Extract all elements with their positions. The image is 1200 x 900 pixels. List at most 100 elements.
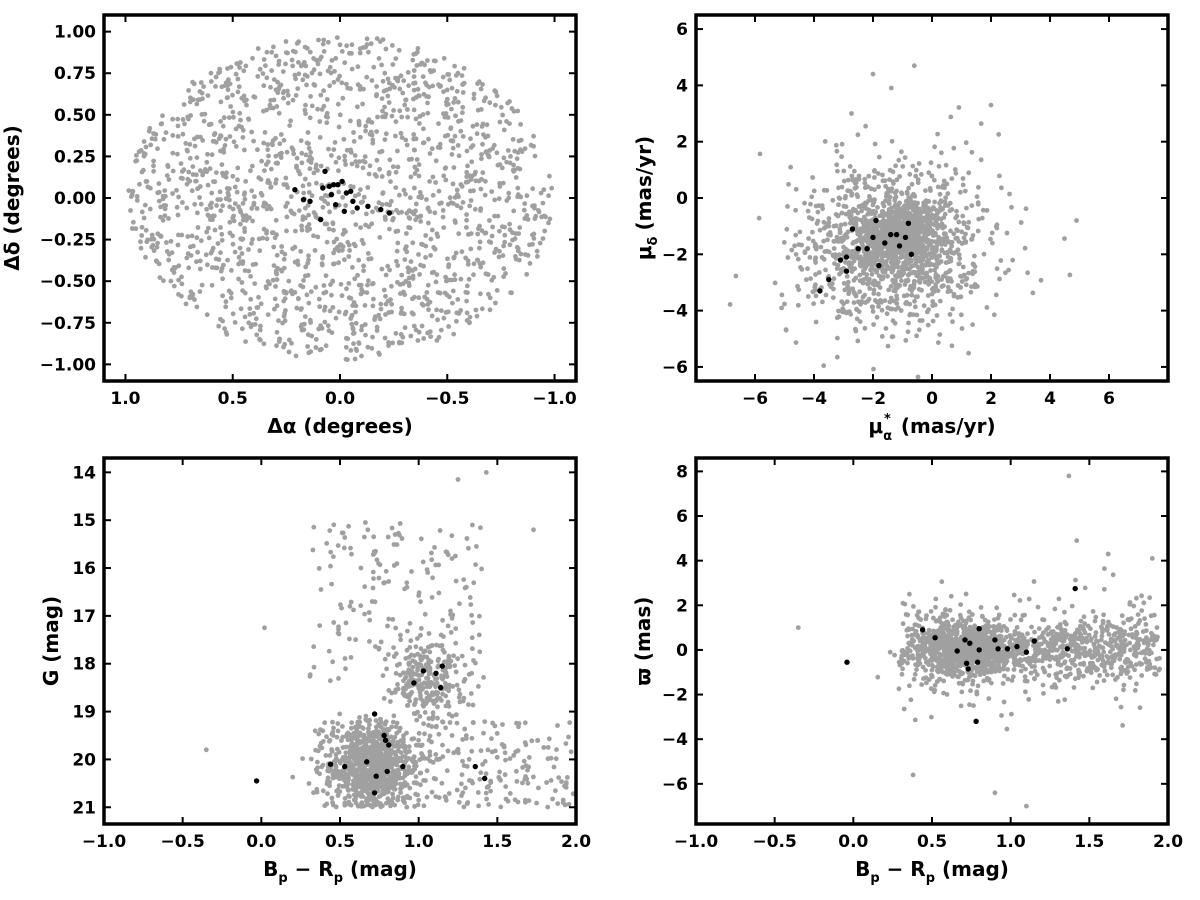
field-star-point	[531, 143, 536, 149]
field-star-point	[425, 282, 431, 288]
field-star-point	[915, 209, 921, 214]
field-star-point	[151, 163, 156, 169]
field-star-point	[853, 328, 859, 334]
field-star-point	[187, 295, 193, 301]
field-star-point	[385, 298, 391, 304]
field-star-point	[918, 238, 924, 244]
member-star-point	[855, 246, 861, 252]
field-star-point	[437, 145, 443, 151]
field-star-point	[929, 279, 935, 284]
field-star-point	[817, 227, 823, 233]
field-star-point	[375, 755, 381, 761]
field-star-point	[425, 58, 430, 63]
member-star-point	[378, 206, 384, 213]
y-tick-label: −4	[662, 302, 688, 322]
field-star-point	[437, 141, 443, 147]
field-star-point	[896, 283, 902, 288]
field-star-point	[1010, 257, 1016, 263]
field-star-point	[225, 87, 231, 93]
field-star-point	[143, 254, 148, 260]
field-star-point	[889, 138, 895, 144]
field-star-point	[451, 331, 457, 337]
field-star-point	[357, 159, 362, 165]
field-star-point	[852, 180, 858, 186]
field-star-point	[225, 82, 231, 88]
field-star-point	[312, 728, 318, 734]
field-star-point	[934, 208, 940, 214]
field-star-point	[454, 187, 460, 193]
field-star-point	[942, 224, 947, 230]
field-star-point	[793, 186, 799, 192]
field-star-point	[553, 756, 559, 762]
field-star-point	[916, 161, 922, 166]
field-star-point	[413, 760, 419, 765]
field-star-point	[805, 246, 811, 251]
field-star-point	[813, 246, 819, 252]
field-star-point	[363, 332, 368, 338]
y-tick-label: 6	[676, 20, 688, 40]
field-star-point	[553, 788, 558, 794]
sky-field-stars	[126, 35, 555, 362]
x-tick-label: 0.5	[218, 389, 248, 409]
field-star-point	[880, 178, 886, 184]
field-star-point	[457, 601, 462, 607]
field-star-point	[492, 88, 498, 94]
field-star-point	[469, 635, 475, 641]
field-star-point	[511, 162, 516, 168]
field-star-point	[276, 62, 282, 67]
field-star-point	[470, 123, 476, 129]
field-star-point	[390, 62, 396, 67]
field-star-point	[494, 93, 500, 99]
field-star-point	[370, 140, 376, 146]
field-star-point	[381, 580, 387, 586]
field-star-point	[316, 37, 321, 43]
field-star-point	[242, 268, 248, 273]
field-star-point	[377, 39, 383, 44]
field-star-point	[464, 169, 470, 175]
field-star-point	[525, 780, 531, 786]
field-star-point	[151, 168, 157, 174]
field-star-point	[903, 261, 909, 266]
field-star-point	[359, 287, 364, 292]
field-star-point	[396, 210, 402, 216]
field-star-point	[317, 771, 322, 777]
field-star-point	[942, 235, 948, 240]
field-star-point	[493, 102, 498, 108]
field-star-point	[530, 232, 535, 238]
field-star-point	[849, 111, 854, 116]
field-star-point	[899, 278, 904, 284]
field-star-point	[863, 233, 868, 239]
field-star-point	[237, 245, 243, 251]
field-star-point	[913, 304, 918, 310]
field-star-point	[479, 306, 485, 312]
field-star-point	[845, 177, 851, 183]
field-star-point	[261, 83, 267, 89]
field-star-point	[996, 132, 1002, 137]
field-star-point	[507, 242, 513, 248]
field-star-point	[470, 646, 475, 652]
field-star-point	[540, 200, 546, 206]
field-star-point	[515, 108, 521, 114]
field-star-point	[849, 269, 855, 274]
field-star-point	[446, 682, 452, 688]
field-star-point	[393, 229, 399, 234]
field-star-point	[203, 252, 209, 258]
field-star-point	[313, 337, 319, 342]
field-star-point	[165, 164, 171, 170]
field-star-point	[181, 167, 187, 173]
field-star-point	[336, 676, 341, 681]
field-star-point	[185, 251, 191, 256]
field-star-point	[371, 576, 376, 581]
field-star-point	[265, 159, 271, 165]
field-star-point	[341, 136, 347, 142]
field-star-point	[273, 217, 279, 223]
field-star-point	[395, 240, 401, 246]
field-star-point	[913, 167, 919, 173]
field-star-point	[909, 288, 915, 293]
field-star-point	[399, 305, 404, 311]
field-star-point	[926, 205, 931, 211]
field-star-point	[197, 289, 203, 294]
field-star-point	[352, 193, 358, 199]
field-star-point	[405, 114, 410, 120]
field-star-point	[503, 757, 508, 763]
